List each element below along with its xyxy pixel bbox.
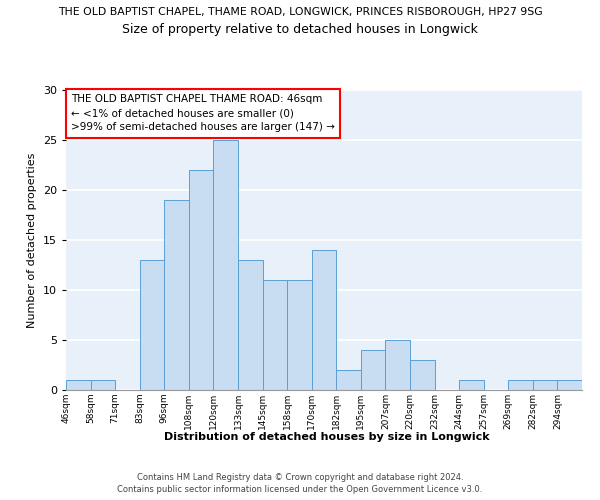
Text: Contains public sector information licensed under the Open Government Licence v3: Contains public sector information licen… <box>118 485 482 494</box>
Bar <box>361 350 385 390</box>
Bar <box>459 380 484 390</box>
Bar <box>312 250 336 390</box>
Text: Distribution of detached houses by size in Longwick: Distribution of detached houses by size … <box>164 432 490 442</box>
Text: Contains HM Land Registry data © Crown copyright and database right 2024.: Contains HM Land Registry data © Crown c… <box>137 472 463 482</box>
Bar <box>214 140 238 390</box>
Bar <box>336 370 361 390</box>
Bar <box>140 260 164 390</box>
Bar <box>557 380 582 390</box>
Text: THE OLD BAPTIST CHAPEL, THAME ROAD, LONGWICK, PRINCES RISBOROUGH, HP27 9SG: THE OLD BAPTIST CHAPEL, THAME ROAD, LONG… <box>58 8 542 18</box>
Y-axis label: Number of detached properties: Number of detached properties <box>27 152 37 328</box>
Text: Size of property relative to detached houses in Longwick: Size of property relative to detached ho… <box>122 22 478 36</box>
Text: THE OLD BAPTIST CHAPEL THAME ROAD: 46sqm
← <1% of detached houses are smaller (0: THE OLD BAPTIST CHAPEL THAME ROAD: 46sqm… <box>71 94 335 132</box>
Bar <box>66 380 91 390</box>
Bar <box>263 280 287 390</box>
Bar <box>508 380 533 390</box>
Bar <box>164 200 189 390</box>
Bar <box>91 380 115 390</box>
Bar <box>410 360 434 390</box>
Bar <box>385 340 410 390</box>
Bar <box>533 380 557 390</box>
Bar <box>287 280 312 390</box>
Bar <box>189 170 214 390</box>
Bar <box>238 260 263 390</box>
